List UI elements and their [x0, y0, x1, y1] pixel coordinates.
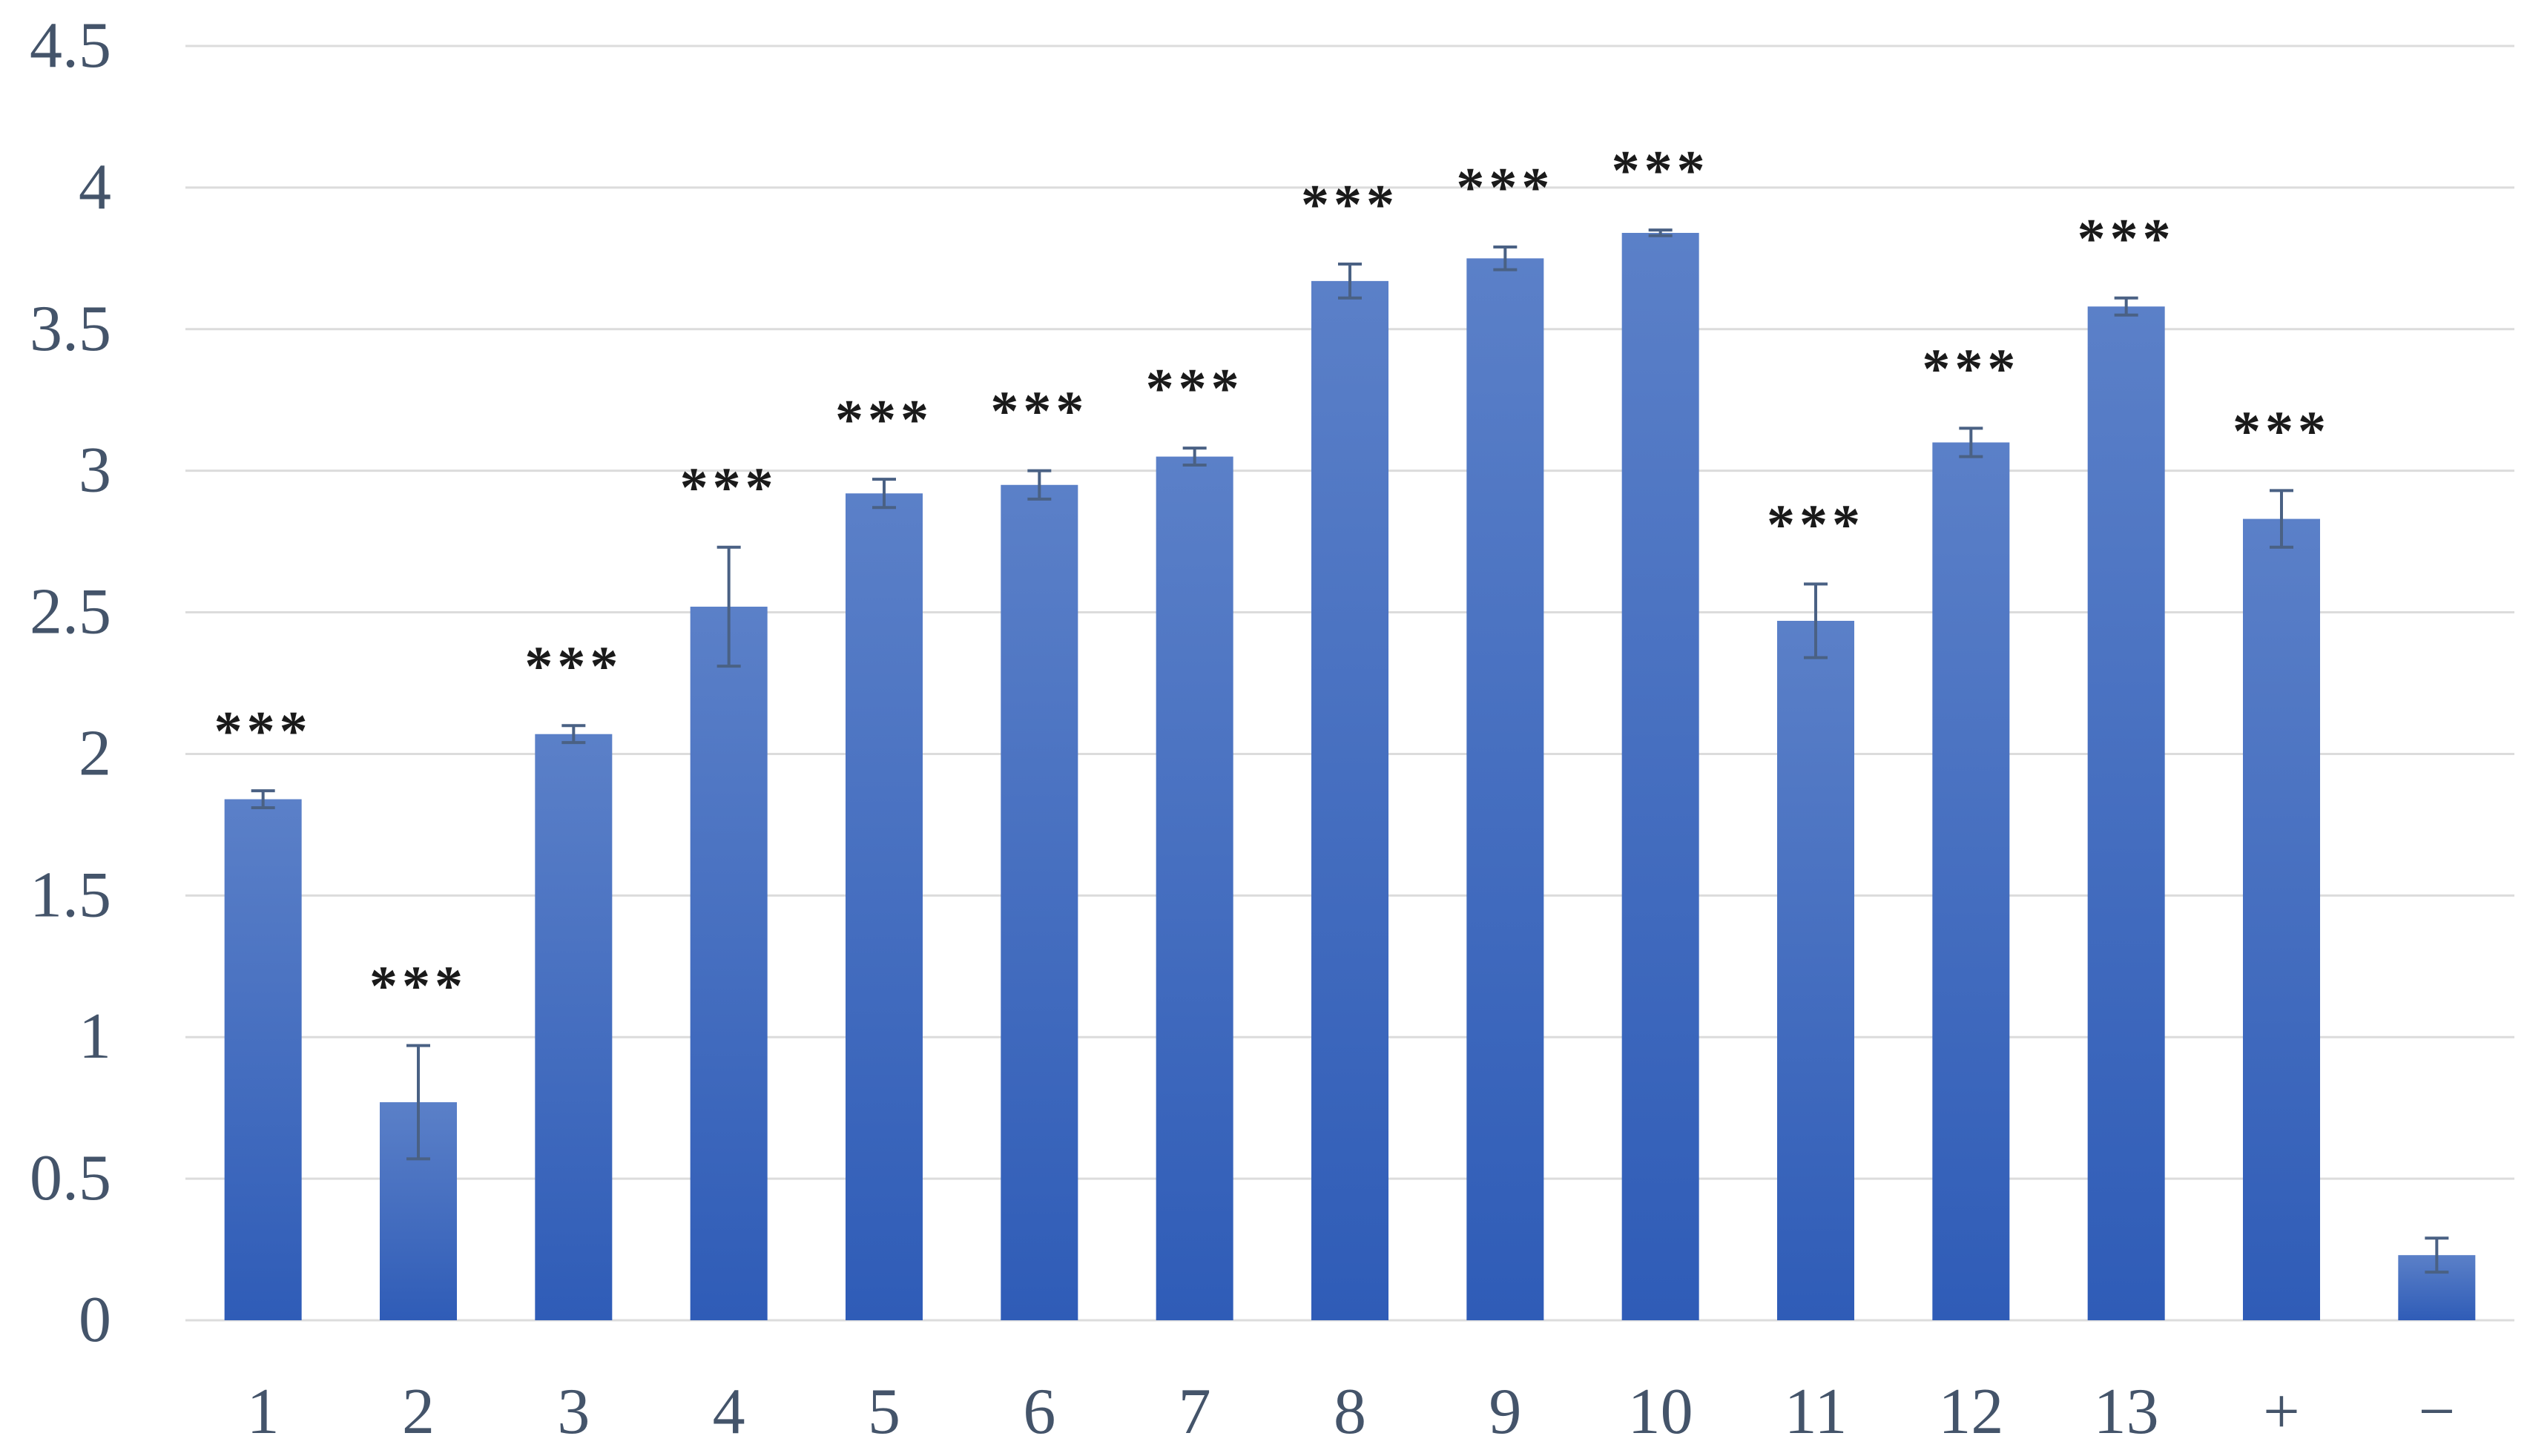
bar-12: [1932, 442, 2010, 1320]
bar-10: [1621, 232, 1699, 1320]
error-bar-10: [1648, 228, 1673, 237]
y-tick-label: 1: [79, 1001, 111, 1073]
y-tick-label: 4: [79, 151, 111, 223]
significance-label: ***: [1301, 174, 1399, 236]
bar-5: [846, 493, 923, 1320]
significance-annotations: *** *** *** *** *** *** *** *** *** *** *** *** *** *…: [214, 139, 2330, 1018]
bar-6: [1001, 484, 1078, 1320]
bar-4: [690, 606, 768, 1320]
significance-label: ***: [990, 381, 1088, 443]
x-tick-label: 7: [1179, 1376, 1211, 1448]
bar-13: [2087, 306, 2165, 1320]
x-tick-label: +: [2263, 1376, 2300, 1448]
y-tick-label: 0.5: [30, 1142, 111, 1214]
x-tick-label: 12: [1938, 1376, 2003, 1448]
error-bar-3: [561, 724, 586, 745]
x-tick-label: 10: [1628, 1376, 1693, 1448]
x-tick-label: 5: [868, 1376, 900, 1448]
x-tick-label: 9: [1489, 1376, 1521, 1448]
error-bar-2: [406, 1044, 430, 1161]
bar-3: [535, 734, 613, 1320]
x-tick-label: 6: [1023, 1376, 1055, 1448]
y-tick-label: 3: [79, 435, 111, 507]
y-axis-tick-labels: 0 0.5 1 1.5 2 2.5 3 3.5 4 4.5: [30, 10, 111, 1356]
x-tick-label: 1: [247, 1376, 280, 1448]
error-bar-9: [1493, 246, 1518, 271]
x-tick-label: 3: [557, 1376, 590, 1448]
x-axis-tick-labels: 1 2 3 4 5 6 7 8 9 10 11 12 13 + −: [247, 1376, 2455, 1448]
bar-1: [224, 799, 302, 1320]
bar-8: [1311, 280, 1388, 1321]
significance-label: ***: [1146, 358, 1244, 420]
error-bar-14: [2270, 489, 2293, 549]
error-bar-4: [716, 545, 741, 668]
significance-label: ***: [2233, 400, 2330, 462]
y-tick-label: 2: [79, 717, 111, 789]
y-tick-label: 1.5: [30, 859, 111, 931]
bars: [224, 232, 2476, 1321]
y-tick-label: 4.5: [30, 10, 111, 82]
significance-label: ***: [524, 635, 622, 697]
y-tick-label: 3.5: [30, 293, 111, 365]
error-bars: [251, 228, 2449, 1274]
significance-label: ***: [680, 457, 778, 519]
significance-label: ***: [2078, 208, 2175, 270]
bar-7: [1156, 456, 1233, 1320]
error-bar-8: [1338, 262, 1362, 300]
y-tick-label: 0: [79, 1284, 111, 1356]
error-bar-11: [1804, 582, 1828, 659]
error-bar-13: [2114, 296, 2138, 317]
significance-label: ***: [1767, 493, 1865, 556]
significance-label: ***: [369, 955, 467, 1018]
x-tick-label: 11: [1785, 1376, 1848, 1448]
significance-label: ***: [1922, 337, 2020, 400]
x-tick-label: 2: [402, 1376, 435, 1448]
bar-9: [1466, 258, 1544, 1320]
error-bar-15: [2425, 1236, 2449, 1274]
x-tick-label: 13: [2094, 1376, 2159, 1448]
x-tick-label: 8: [1334, 1376, 1366, 1448]
error-bar-5: [872, 478, 896, 510]
error-bar-1: [251, 789, 275, 809]
significance-label: ***: [1612, 139, 1710, 202]
error-bar-6: [1027, 469, 1052, 501]
significance-label: ***: [835, 389, 933, 451]
significance-label: ***: [214, 700, 312, 762]
error-bar-7: [1182, 447, 1207, 467]
x-tick-label: −: [2419, 1376, 2456, 1448]
y-tick-label: 2.5: [30, 576, 111, 648]
bar-11: [1777, 621, 1854, 1320]
bar-14: [2243, 518, 2320, 1321]
error-bar-12: [1959, 426, 1983, 458]
x-tick-label: 4: [713, 1376, 745, 1448]
significance-label: ***: [1456, 157, 1554, 219]
